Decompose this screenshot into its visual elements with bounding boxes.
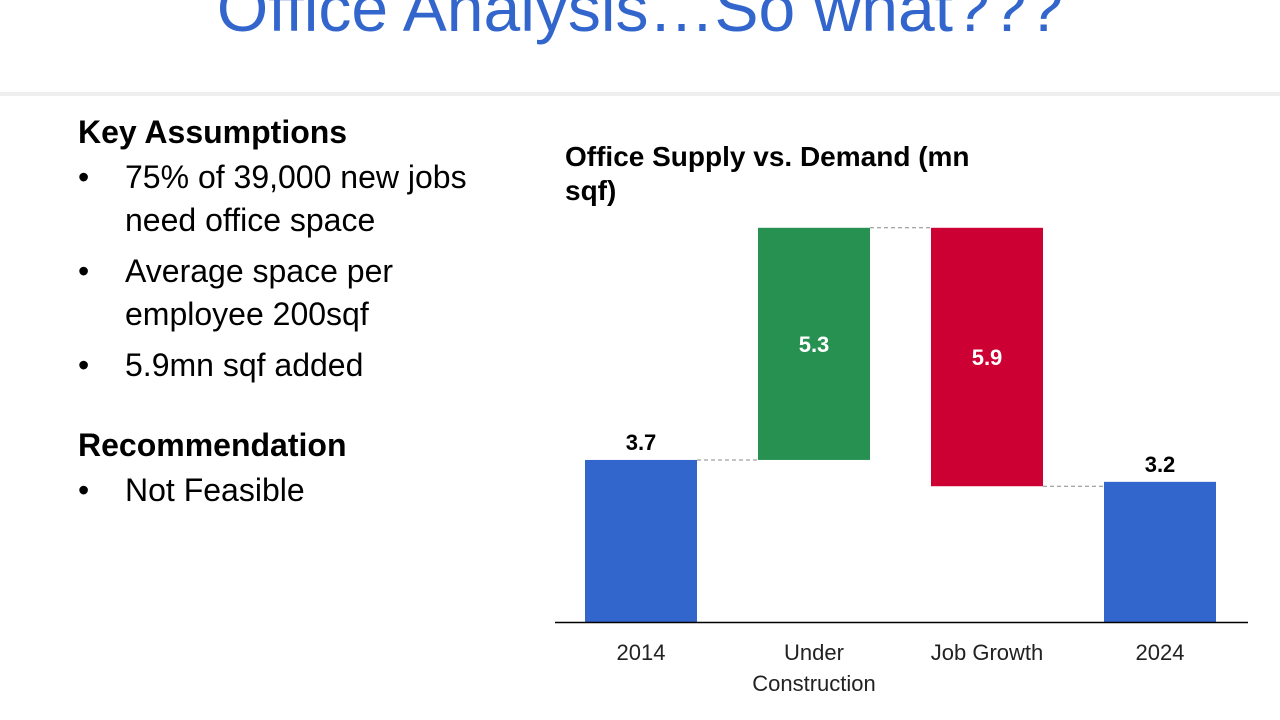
- chart-title: Office Supply vs. Demand (mn sqf): [565, 141, 970, 206]
- assumptions-panel: Key Assumptions • 75% of 39,000 new jobs…: [78, 112, 518, 520]
- recommendation-block: Recommendation • Not Feasible: [78, 425, 518, 512]
- recommendation-list: • Not Feasible: [78, 469, 518, 512]
- data-label: 5.3: [799, 332, 830, 357]
- list-item: • Average space per employee 200sqf: [78, 250, 518, 336]
- list-item: • 75% of 39,000 new jobs need office spa…: [78, 156, 518, 242]
- bullet-text: 75% of 39,000 new jobs need office space: [125, 159, 467, 238]
- title-divider: [0, 92, 1280, 96]
- waterfall-chart: 3.7 5.3 5.9 3.2 2014 Under Construction Job Gro…: [555, 227, 1248, 696]
- slide-title: Office Analysis…So what???: [216, 0, 1064, 45]
- recommendation-heading: Recommendation: [78, 427, 347, 463]
- bar-0: [585, 459, 697, 622]
- bullet-icon: •: [78, 253, 90, 289]
- data-label: 3.2: [1145, 452, 1176, 477]
- bullet-text: Not Feasible: [125, 472, 305, 508]
- x-tick-label: Under Construction: [752, 640, 876, 696]
- list-item: • 5.9mn sqf added: [78, 344, 518, 387]
- bullet-text: Average space per employee 200sqf: [125, 253, 394, 332]
- x-tick-label: 2024: [1136, 640, 1185, 665]
- bar-2: [931, 227, 1043, 487]
- bullet-text: 5.9mn sqf added: [125, 347, 364, 383]
- data-label: 5.9: [972, 345, 1003, 370]
- list-item: • Not Feasible: [78, 469, 518, 512]
- bullet-icon: •: [78, 159, 90, 195]
- bar-1: [758, 227, 870, 460]
- x-tick-label: 2014: [617, 640, 666, 665]
- key-assumptions-list: • 75% of 39,000 new jobs need office spa…: [78, 156, 518, 387]
- data-label: 3.7: [626, 430, 657, 455]
- bullet-icon: •: [78, 347, 90, 383]
- bullet-icon: •: [78, 472, 90, 508]
- key-assumptions-heading: Key Assumptions: [78, 114, 348, 150]
- x-tick-label: Job Growth: [931, 640, 1044, 665]
- bar-3: [1104, 481, 1216, 622]
